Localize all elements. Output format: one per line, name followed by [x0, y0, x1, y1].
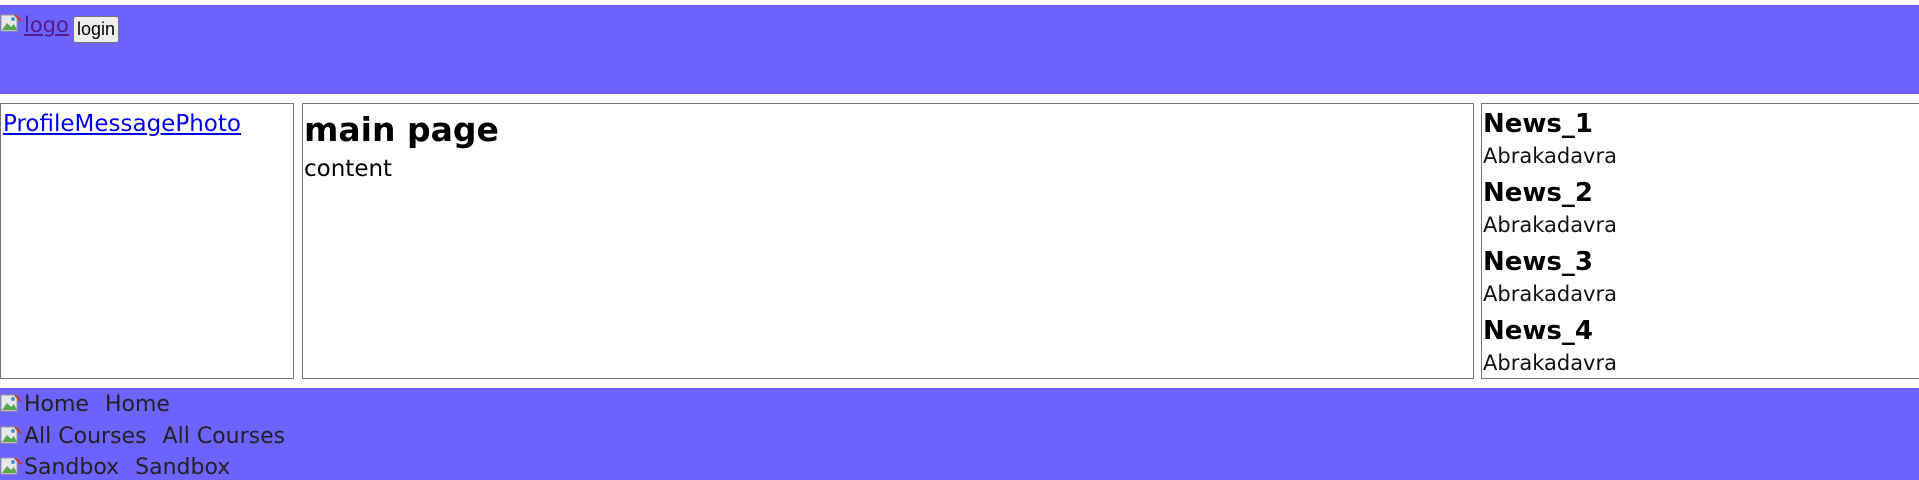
news-text: Abrakadavra: [1483, 282, 1617, 306]
footer-nav-item-all-courses[interactable]: All Courses All Courses: [0, 422, 285, 452]
footer-image-alt: Sandbox: [24, 455, 120, 480]
main-content-panel: main page content: [302, 103, 1474, 379]
broken-image-icon: [0, 394, 22, 416]
sidebar: ProfileMessagePhoto: [0, 103, 294, 379]
news-title: News_2: [1483, 178, 1593, 208]
broken-image-icon: [0, 426, 22, 448]
sidebar-link-message[interactable]: Message: [74, 111, 176, 137]
logo-link[interactable]: logo: [0, 13, 69, 37]
broken-image-icon: [0, 14, 22, 36]
footer-label: Home: [104, 392, 170, 417]
footer-image-alt: Home: [24, 392, 89, 417]
news-text: Abrakadavra: [1483, 144, 1617, 168]
news-item: News_2 Abrakadavra: [1483, 177, 1617, 241]
news-item: News_1 Abrakadavra: [1483, 108, 1617, 172]
broken-image-icon: [0, 457, 22, 479]
footer-label: Sandbox: [135, 455, 231, 480]
login-button[interactable]: login: [73, 16, 120, 43]
footer-nav-item-sandbox[interactable]: Sandbox Sandbox: [0, 453, 230, 480]
sidebar-link-photo[interactable]: Photo: [175, 111, 241, 137]
news-item: News_4 Abrakadavra: [1483, 315, 1617, 379]
news-title: News_1: [1483, 109, 1593, 139]
sidebar-links: ProfileMessagePhoto: [3, 110, 241, 138]
footer: Home Home All Courses All Courses: [0, 388, 1919, 480]
footer-image-alt: All Courses: [24, 424, 147, 449]
header: logo login: [0, 5, 1919, 94]
main-content-text: content: [304, 156, 393, 182]
sidebar-link-profile[interactable]: Profile: [3, 111, 75, 137]
logo-alt-text: logo: [24, 13, 69, 37]
news-text: Abrakadavra: [1483, 351, 1617, 375]
page-title: main page: [304, 110, 499, 149]
news-panel: News_1 Abrakadavra News_2 Abrakadavra Ne…: [1481, 103, 1919, 379]
footer-nav-item-home[interactable]: Home Home: [0, 390, 170, 420]
news-item: News_3 Abrakadavra: [1483, 246, 1617, 310]
news-text: Abrakadavra: [1483, 213, 1617, 237]
footer-label: All Courses: [162, 424, 286, 449]
news-title: News_4: [1483, 316, 1593, 346]
news-title: News_3: [1483, 247, 1593, 277]
